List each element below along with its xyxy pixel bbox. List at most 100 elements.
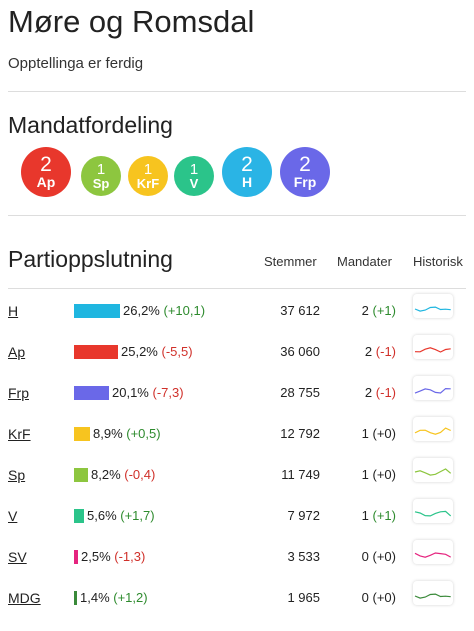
party-results-heading: Partioppslutning <box>8 246 173 272</box>
seat-party-abbr: H <box>241 174 253 190</box>
vote-count: 12 792 <box>280 426 320 441</box>
seat-number: 0 <box>361 549 369 564</box>
history-sparkline[interactable] <box>413 540 453 564</box>
vote-count: 28 755 <box>280 385 320 400</box>
count-status: Opptellinga er ferdig <box>8 55 144 72</box>
vote-share-change: (-1,3) <box>114 549 146 564</box>
history-sparkline-graphic <box>414 468 452 476</box>
history-sparkline-graphic <box>414 552 451 558</box>
seat-distribution: 2 Ap 1 Sp 1 KrF 1 V 2 H 2 Frp <box>21 147 461 197</box>
vote-share-percent: 26,2% <box>123 303 160 318</box>
vote-share-text: 2,5% (-1,3) <box>81 549 145 564</box>
party-link[interactable]: MDG <box>8 590 41 606</box>
seat-change: (+0) <box>372 549 396 564</box>
vote-share-bar <box>74 386 109 400</box>
history-sparkline[interactable] <box>413 376 453 400</box>
party-link[interactable]: Sp <box>8 467 26 483</box>
seat-number: 0 <box>361 590 369 605</box>
seat-result: 2 (-1) <box>365 385 396 400</box>
history-sparkline[interactable] <box>413 499 453 523</box>
party-row-frp: Frp 20,1% (-7,3) 28 755 2 (-1) <box>0 376 474 426</box>
seat-number: 1 <box>361 467 369 482</box>
vote-share-text: 8,2% (-0,4) <box>91 467 155 482</box>
divider <box>8 288 466 289</box>
seat-result: 2 (+1) <box>362 303 396 318</box>
vote-count: 7 972 <box>287 508 320 523</box>
seat-result: 1 (+1) <box>362 508 396 523</box>
vote-share-text: 25,2% (-5,5) <box>121 344 193 359</box>
seat-count: 1 <box>189 160 199 178</box>
seat-badge-frp: 2 Frp <box>280 147 330 197</box>
vote-share-change: (-7,3) <box>152 385 184 400</box>
seat-badge-sp: 1 Sp <box>81 156 121 196</box>
vote-share-text: 1,4% (+1,2) <box>80 590 148 605</box>
party-row-mdg: MDG 1,4% (+1,2) 1 965 0 (+0) <box>0 581 474 631</box>
vote-share-text: 8,9% (+0,5) <box>93 426 161 441</box>
party-row-krf: KrF 8,9% (+0,5) 12 792 1 (+0) <box>0 417 474 467</box>
seat-badge-krf: 1 KrF <box>128 156 168 196</box>
seat-number: 1 <box>361 508 369 523</box>
history-sparkline-graphic <box>414 427 451 435</box>
vote-share-text: 20,1% (-7,3) <box>112 385 184 400</box>
vote-share-percent: 25,2% <box>121 344 158 359</box>
party-link[interactable]: Frp <box>8 385 29 401</box>
seat-count: 1 <box>143 160 153 178</box>
seat-party-abbr: Sp <box>92 175 110 191</box>
vote-share-percent: 5,6% <box>87 508 117 523</box>
history-sparkline[interactable] <box>413 417 453 441</box>
vote-share-bar <box>74 345 118 359</box>
party-row-v: V 5,6% (+1,7) 7 972 1 (+1) <box>0 499 474 549</box>
seat-result: 1 (+0) <box>362 467 396 482</box>
vote-share-percent: 8,2% <box>91 467 121 482</box>
party-link[interactable]: V <box>8 508 18 524</box>
divider <box>8 215 466 216</box>
vote-count: 11 749 <box>281 467 320 482</box>
vote-share-percent: 2,5% <box>81 549 111 564</box>
history-column-header: Historisk <box>413 254 463 269</box>
vote-count: 36 060 <box>280 344 320 359</box>
vote-share-change: (-5,5) <box>161 344 193 359</box>
party-link[interactable]: SV <box>8 549 27 565</box>
party-row-ap: Ap 25,2% (-5,5) 36 060 2 (-1) <box>0 335 474 385</box>
seat-count: 2 <box>299 153 311 176</box>
seat-badge-ap: 2 Ap <box>21 147 71 197</box>
history-sparkline-graphic <box>414 347 451 353</box>
history-sparkline[interactable] <box>413 581 453 605</box>
seat-result: 2 (-1) <box>365 344 396 359</box>
history-sparkline[interactable] <box>413 294 453 318</box>
vote-share-bar <box>74 550 78 564</box>
seat-change: (+0) <box>372 467 396 482</box>
history-sparkline[interactable] <box>413 458 453 482</box>
seat-count: 2 <box>40 153 52 176</box>
history-sparkline[interactable] <box>413 335 453 359</box>
seat-change: (+0) <box>372 590 396 605</box>
vote-share-percent: 20,1% <box>112 385 149 400</box>
vote-share-bar <box>74 509 84 523</box>
seat-count: 2 <box>241 153 253 176</box>
party-row-h: H 26,2% (+10,1) 37 612 2 (+1) <box>0 294 474 344</box>
seat-count: 1 <box>96 160 106 178</box>
seat-result: 0 (+0) <box>362 549 396 564</box>
history-sparkline-graphic <box>414 306 451 312</box>
seat-number: 2 <box>364 344 373 359</box>
seat-result: 1 (+0) <box>362 426 396 441</box>
party-link[interactable]: Ap <box>8 344 26 360</box>
seat-change: (-1) <box>375 344 396 359</box>
seat-distribution-heading: Mandatfordeling <box>8 112 173 138</box>
seat-number: 1 <box>361 426 369 441</box>
seat-result: 0 (+0) <box>362 590 396 605</box>
vote-share-bar <box>74 304 120 318</box>
party-link[interactable]: H <box>8 303 19 319</box>
seat-party-abbr: Ap <box>36 174 56 190</box>
vote-share-change: (+1,7) <box>120 508 155 523</box>
party-row-sp: Sp 8,2% (-0,4) 11 749 1 (+0) <box>0 458 474 508</box>
vote-count: 37 612 <box>280 303 320 318</box>
vote-share-bar <box>74 468 88 482</box>
divider <box>8 91 466 92</box>
seat-number: 2 <box>364 385 373 400</box>
party-link[interactable]: KrF <box>8 426 31 442</box>
vote-share-change: (+1,2) <box>113 590 148 605</box>
vote-share-text: 5,6% (+1,7) <box>87 508 155 523</box>
vote-count: 1 965 <box>287 590 320 605</box>
